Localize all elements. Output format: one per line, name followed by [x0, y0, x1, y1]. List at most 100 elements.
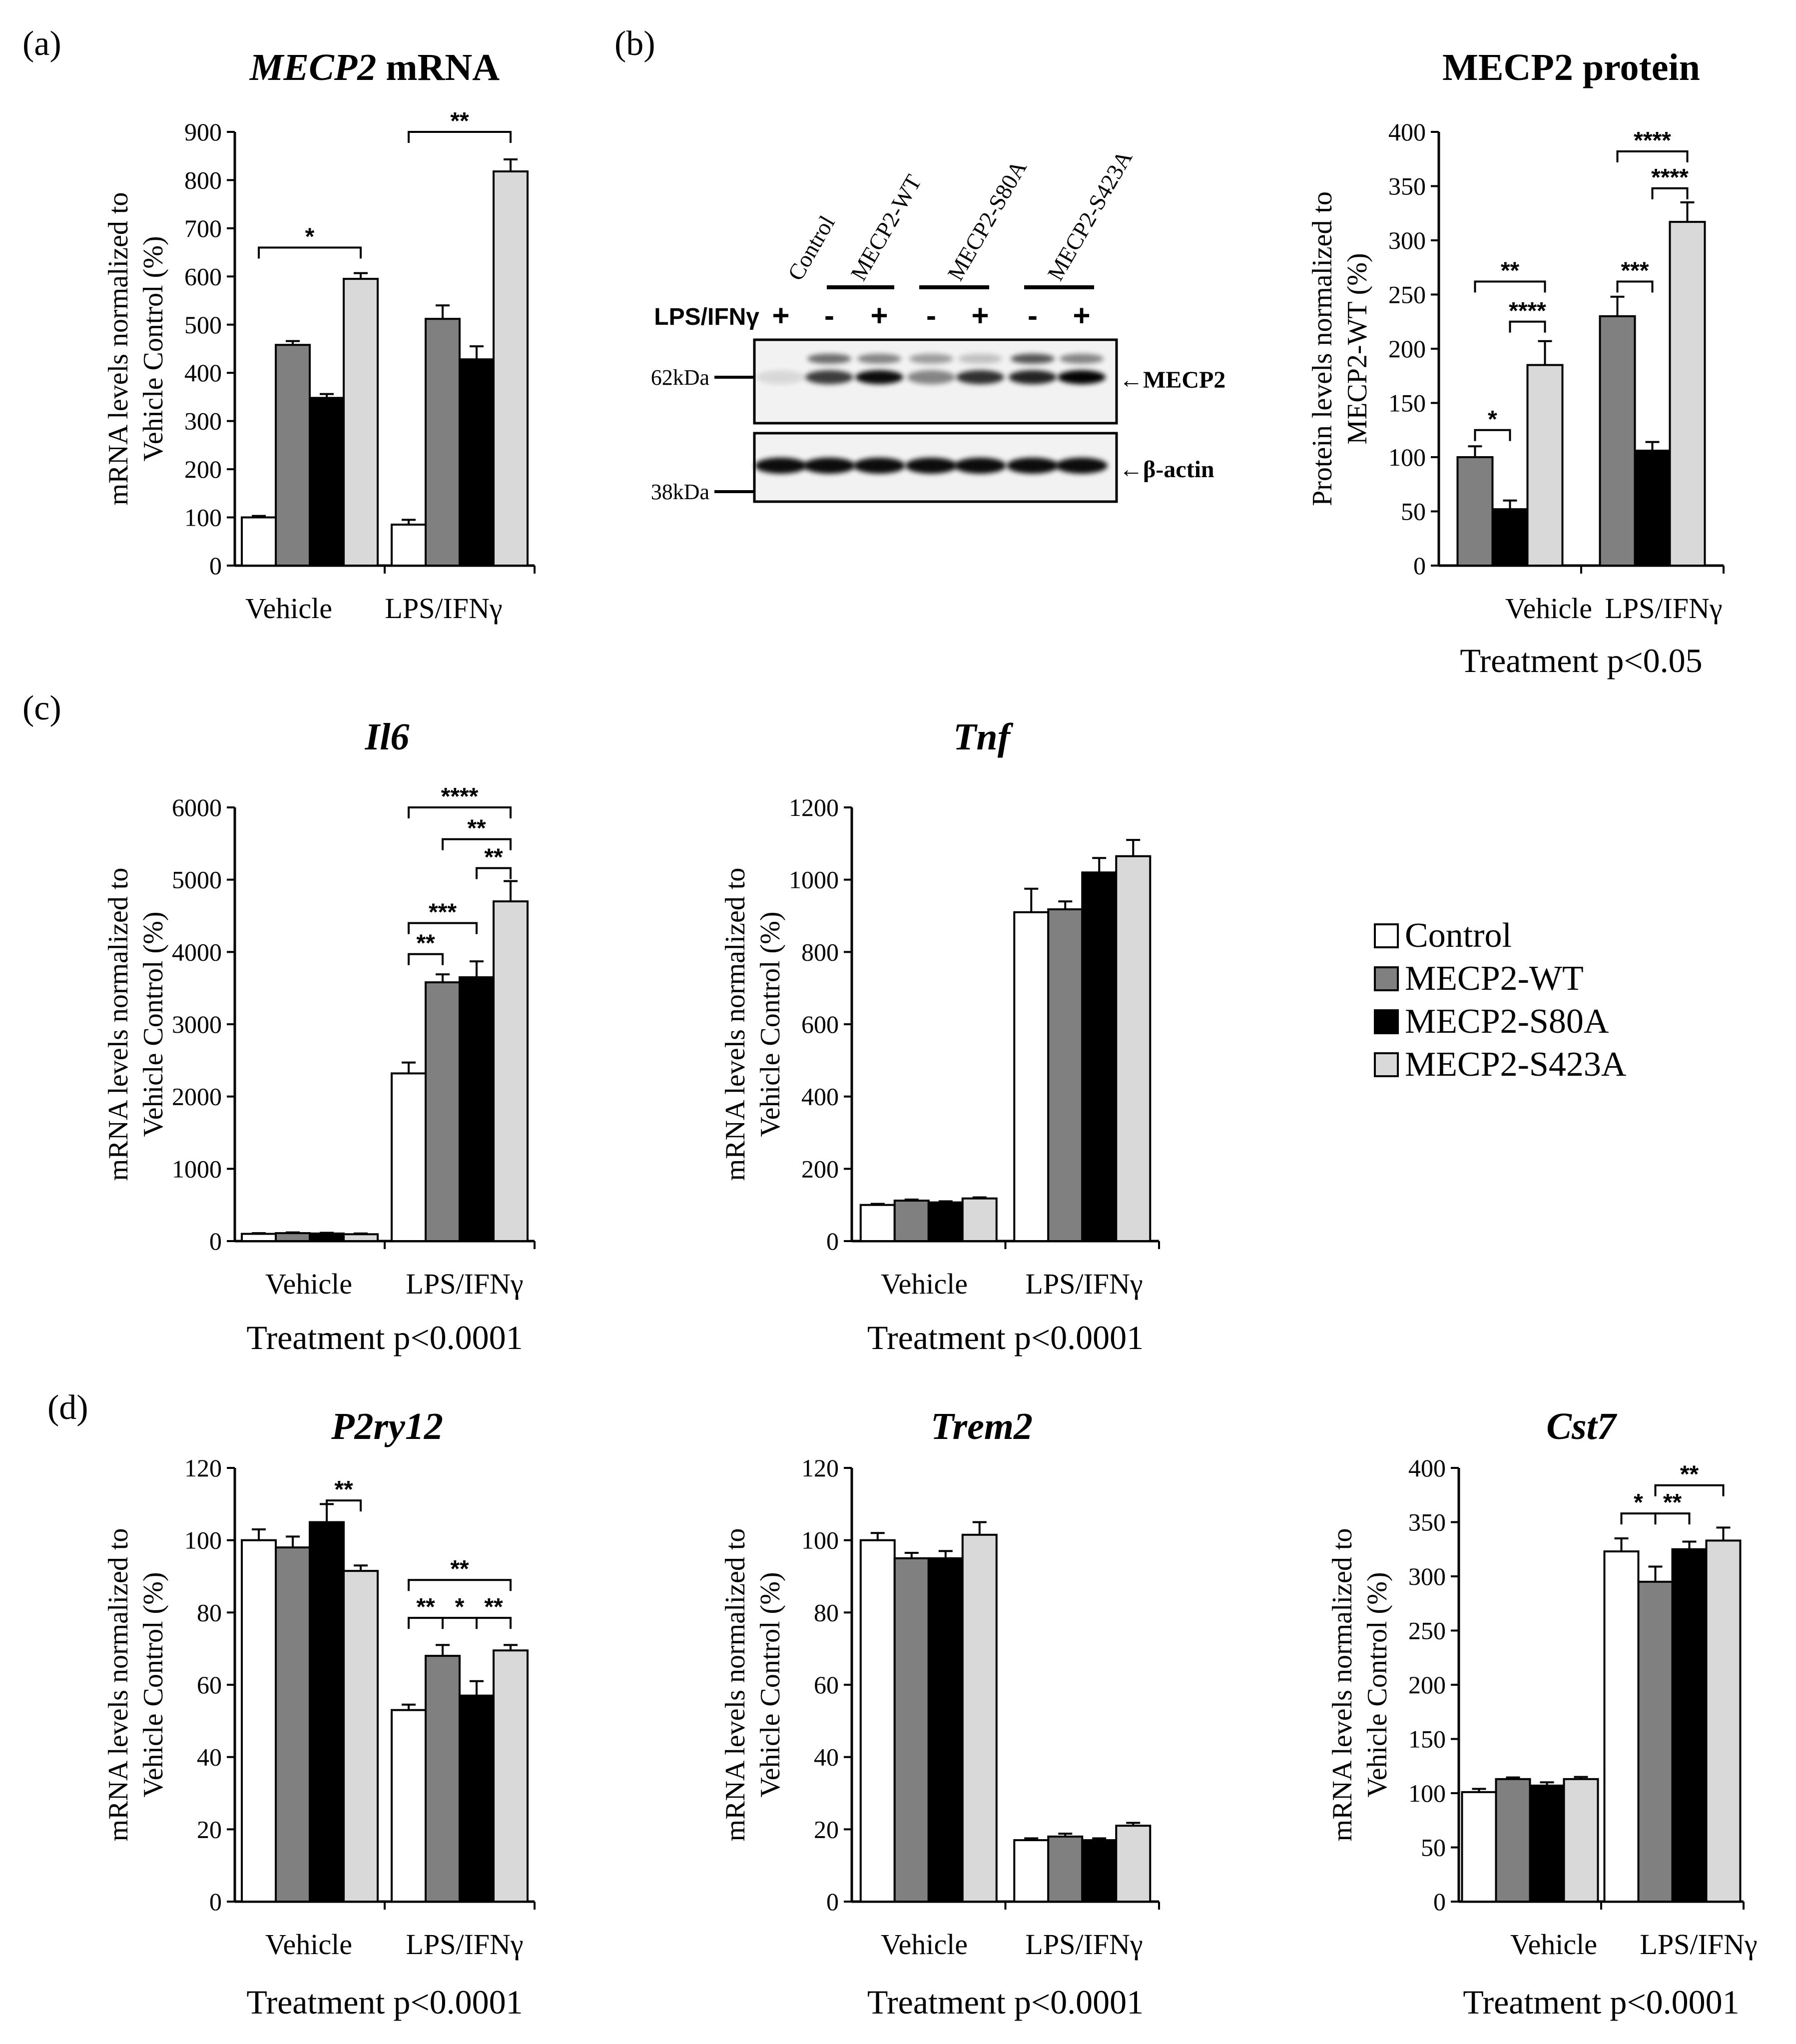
legend-item-wt: MECP2-WT: [1374, 957, 1626, 1000]
chart-trem2: Trem2 mRNA levels normalized to Vehicle Co…: [720, 1405, 1160, 2021]
y-tick-label: 20: [814, 1815, 839, 1843]
y-tick-label: 350: [1388, 172, 1426, 200]
significance-bracket: [408, 953, 444, 965]
significance-label: ****: [1634, 127, 1671, 154]
panel-label-d: (d): [47, 1388, 88, 1427]
y-tick-label: 150: [1408, 1725, 1446, 1753]
bar: [309, 1521, 345, 1903]
significance-bracket: [476, 1617, 512, 1629]
y-tick-label: 150: [1388, 389, 1426, 417]
blot-band-mecp2: [757, 370, 805, 384]
y-axis-label: mRNA levels normalized to: [720, 868, 751, 1181]
bar: [493, 900, 529, 1242]
y-tick-label: 400: [1388, 118, 1426, 146]
x-category-label: Vehicle: [265, 1928, 352, 1961]
bar: [1013, 911, 1050, 1243]
significance-bracket: [326, 1499, 362, 1512]
bar: [1637, 1580, 1674, 1903]
panel-label-b: (b): [614, 24, 655, 63]
x-category-label: LPS/IFNγ: [406, 1268, 523, 1300]
y-tick-label: 400: [801, 1083, 839, 1111]
y-tick-label: 100: [1388, 443, 1426, 471]
significance-label: *: [1488, 406, 1497, 433]
significance-label: **: [1663, 1489, 1682, 1516]
chart-footer: Treatment p<0.0001: [246, 1983, 523, 2021]
bar: [1599, 315, 1636, 567]
blot-band-actin: [954, 458, 1006, 474]
bar: [425, 318, 461, 567]
bar: [343, 1570, 379, 1903]
blot-band-actin: [755, 458, 807, 474]
bar: [1495, 1778, 1531, 1903]
y-tick-label: 300: [1408, 1562, 1446, 1590]
legend-swatch-wt: [1374, 966, 1399, 991]
y-tick-label: 6000: [172, 793, 222, 821]
legend-swatch-s80a: [1374, 1009, 1399, 1034]
western-blot: Control MECP2-WT MECP2-S80A MECP2-S423A …: [651, 146, 1226, 504]
bar: [391, 524, 427, 567]
bar: [343, 1233, 379, 1242]
y-tick-label: 0: [209, 1888, 222, 1916]
significance-bracket: [1651, 187, 1689, 199]
bar: [1115, 1825, 1152, 1903]
bar: [425, 1655, 461, 1903]
chart-title: Cst7: [1546, 1405, 1617, 1447]
y-tick-label: 0: [209, 1227, 222, 1255]
x-category-label: Vehicle: [881, 1928, 968, 1961]
bar: [927, 1557, 964, 1903]
blot-band-upper: [1060, 354, 1104, 364]
chart-p2ry12: P2ry12 mRNA levels normalized to Vehicle C…: [103, 1405, 536, 2021]
significance-bracket: [1474, 280, 1546, 293]
chart-title: Il6: [365, 716, 410, 758]
bar: [1671, 1548, 1708, 1903]
significance-bracket: [1474, 429, 1511, 441]
y-axis-label: mRNA levels normalized to: [103, 192, 134, 506]
y-tick-label: 20: [197, 1815, 222, 1843]
y-tick-label: 300: [1388, 226, 1426, 254]
significance-label: **: [416, 930, 435, 957]
chart-footer: Treatment p<0.0001: [246, 1319, 523, 1357]
bar: [1047, 908, 1084, 1242]
y-tick-label: 400: [1408, 1454, 1446, 1482]
y-tick-label: 1000: [172, 1155, 222, 1183]
y-tick-label: 100: [801, 1526, 839, 1554]
y-axis-label: Vehicle Control (%): [1362, 1572, 1393, 1798]
bar: [859, 1539, 896, 1903]
bar: [459, 1694, 495, 1903]
significance-bracket: [1616, 280, 1654, 293]
significance-label: **: [484, 844, 503, 871]
bar: [1634, 449, 1671, 567]
y-tick-label: 0: [209, 552, 222, 580]
y-tick-label: 2000: [172, 1083, 222, 1111]
legend: Control MECP2-WT MECP2-S80A MECP2-S423A: [1374, 914, 1626, 1086]
significance-label: **: [450, 1556, 469, 1582]
significance-label: ****: [1651, 164, 1689, 191]
blot-band-mecp2: [956, 370, 1004, 384]
bar: [275, 1232, 311, 1243]
blot-bands: [755, 354, 1108, 474]
bar: [391, 1072, 427, 1242]
y-tick-label: 5000: [172, 866, 222, 894]
y-tick-label: 50: [1421, 1834, 1446, 1862]
bar: [1705, 1539, 1742, 1903]
y-tick-label: 1200: [789, 793, 839, 821]
blot-sign-7: +: [1073, 299, 1090, 332]
bar: [1461, 1791, 1497, 1903]
chart-footer: Treatment p<0.0001: [867, 1319, 1144, 1357]
chart-title-gene: MECP2: [249, 46, 376, 88]
y-tick-label: 40: [197, 1743, 222, 1771]
significance-label: **: [334, 1476, 353, 1503]
blot-marker-62: 62kDa: [651, 365, 709, 390]
y-axis-label: mRNA levels normalized to: [103, 868, 134, 1181]
significance-bracket: [476, 867, 512, 879]
blot-band-label-actin: ←β-actin: [1119, 456, 1214, 483]
chart-title-gene: Il6: [365, 716, 410, 758]
y-tick-label: 120: [801, 1454, 839, 1482]
significance-bracket: [442, 838, 512, 850]
bar: [309, 397, 345, 567]
bar: [927, 1201, 964, 1242]
x-category-label: LPS/IFNγ: [406, 1928, 523, 1961]
bar: [1081, 871, 1118, 1242]
blot-band-upper: [1011, 354, 1055, 364]
